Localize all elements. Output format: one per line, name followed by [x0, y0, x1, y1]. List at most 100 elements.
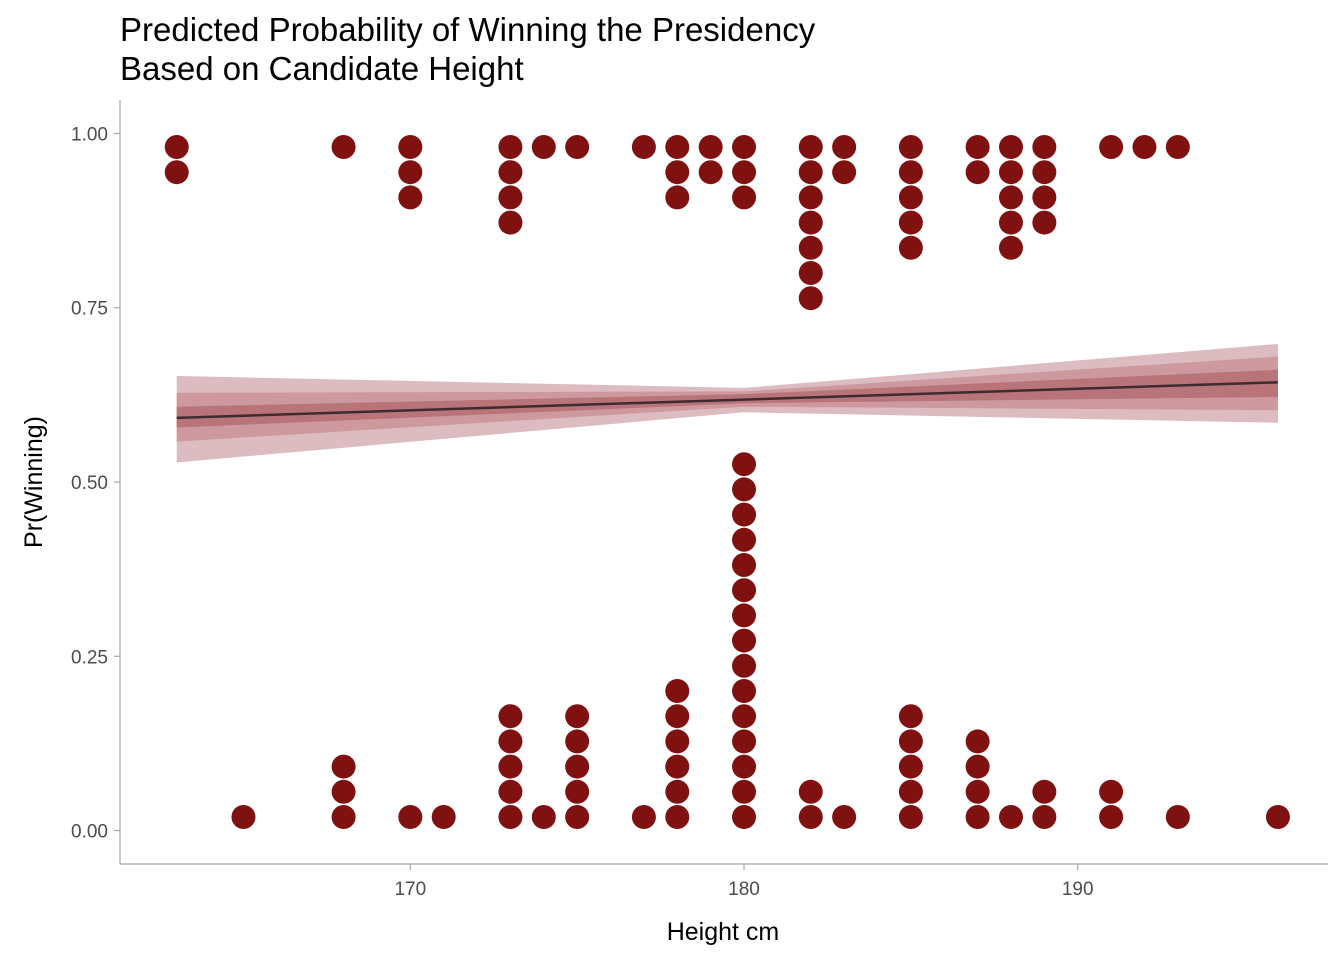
dot-win — [898, 185, 923, 210]
dot-loss — [898, 704, 923, 729]
dot-loss — [1099, 805, 1124, 829]
dot-win — [998, 135, 1023, 159]
dot-win — [665, 185, 690, 210]
dot-win — [498, 135, 523, 159]
dot-loss — [565, 779, 590, 804]
dot-win — [164, 135, 189, 159]
dot-win — [498, 210, 523, 235]
dot-win — [331, 135, 356, 159]
dot-win — [998, 185, 1023, 210]
confidence-bands — [176, 343, 1278, 463]
fit-line — [176, 381, 1278, 420]
dot-loss — [898, 779, 923, 804]
x-tick-label: 180 — [728, 879, 760, 900]
dot-win — [631, 135, 656, 159]
dot-loss — [498, 729, 523, 754]
dot-win — [898, 160, 923, 185]
dot-win — [832, 160, 857, 185]
dot-loss — [965, 805, 990, 829]
x-tick-label: 190 — [1062, 879, 1094, 900]
dot-win — [998, 210, 1023, 235]
dot-loss — [832, 805, 857, 829]
dot-loss — [965, 754, 990, 779]
dot-loss — [732, 628, 757, 653]
dot-win — [998, 160, 1023, 185]
dot-loss — [498, 779, 523, 804]
dot-win — [732, 135, 757, 159]
dot-loss — [898, 805, 923, 829]
dot-loss — [898, 729, 923, 754]
dot-loss — [431, 805, 456, 829]
dot-win — [898, 210, 923, 235]
dot-win — [1032, 135, 1057, 159]
dot-win — [531, 135, 556, 159]
dot-loss — [732, 779, 757, 804]
dot-loss — [732, 452, 757, 477]
dot-loss — [331, 754, 356, 779]
dot-win — [798, 261, 823, 285]
dot-loss — [398, 805, 423, 829]
dot-loss — [498, 754, 523, 779]
dot-loss — [732, 578, 757, 603]
dot-win — [498, 185, 523, 210]
dot-win — [565, 135, 590, 159]
dot-win — [1099, 135, 1124, 159]
dot-loss — [998, 805, 1023, 829]
dot-win — [665, 135, 690, 159]
band-inner — [176, 369, 1278, 428]
x-axis-title: Height cm — [667, 918, 780, 946]
dot-win — [164, 160, 189, 185]
dot-loss — [732, 477, 757, 502]
dot-win — [732, 185, 757, 210]
chart-title: Predicted Probability of Winning the Pre… — [120, 10, 815, 88]
dot-loss — [732, 754, 757, 779]
fit-line-group — [176, 381, 1278, 420]
dot-loss — [732, 653, 757, 678]
dot-loss — [665, 704, 690, 729]
dot-loss — [1099, 779, 1124, 804]
dot-loss — [1032, 805, 1057, 829]
dot-loss — [665, 679, 690, 703]
dot-loss — [732, 527, 757, 552]
dot-win — [1032, 185, 1057, 210]
dot-win — [798, 135, 823, 159]
dot-win — [798, 185, 823, 210]
dot-loss — [732, 729, 757, 754]
dot-loss — [665, 729, 690, 754]
dot-loss — [665, 754, 690, 779]
dot-loss — [498, 805, 523, 829]
x-tick-label: 170 — [394, 879, 426, 900]
dot-win — [798, 286, 823, 311]
chart-title-line1: Predicted Probability of Winning the Pre… — [120, 11, 816, 48]
dot-win — [1165, 135, 1190, 159]
dot-loss — [732, 704, 757, 729]
dot-loss — [1032, 779, 1057, 804]
dot-loss — [965, 729, 990, 754]
dot-win — [732, 160, 757, 185]
dot-win — [698, 135, 723, 159]
dot-loss — [732, 679, 757, 703]
dot-loss — [331, 805, 356, 829]
dot-win — [832, 135, 857, 159]
dot-loss — [732, 502, 757, 527]
dot-win — [998, 235, 1023, 260]
dot-loss — [665, 805, 690, 829]
dot-win — [898, 235, 923, 260]
dot-win — [1032, 160, 1057, 185]
dot-loss — [631, 805, 656, 829]
dot-loss — [498, 704, 523, 729]
dot-loss — [798, 805, 823, 829]
dot-loss — [565, 704, 590, 729]
dot-win — [398, 135, 423, 159]
dot-win — [965, 135, 990, 159]
dot-loss — [798, 779, 823, 804]
dot-win — [798, 160, 823, 185]
dot-loss — [331, 779, 356, 804]
dot-loss — [531, 805, 556, 829]
dot-loss — [898, 754, 923, 779]
dot-loss — [732, 603, 757, 628]
dot-loss — [732, 553, 757, 577]
dot-win — [498, 160, 523, 185]
dot-win — [965, 160, 990, 185]
